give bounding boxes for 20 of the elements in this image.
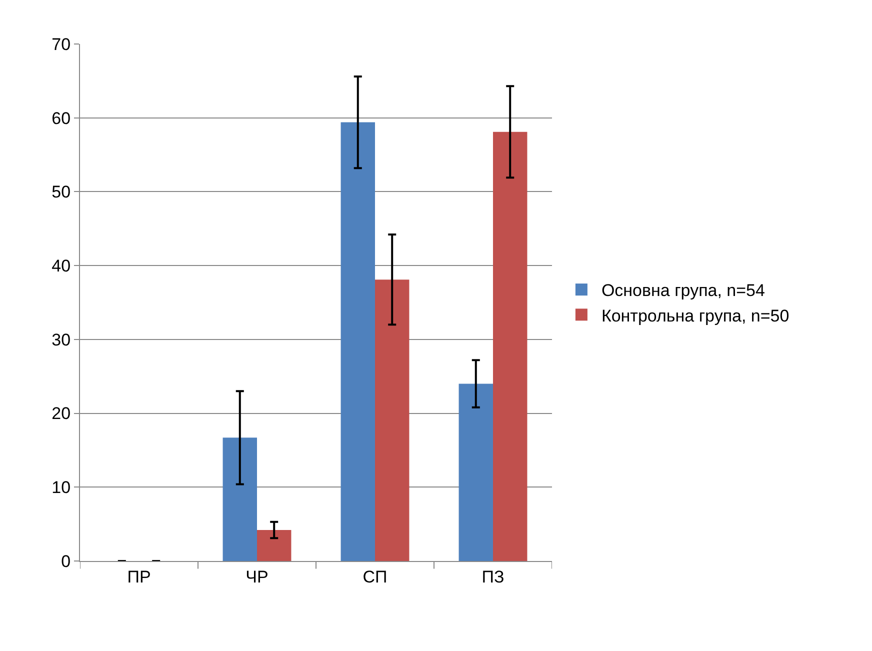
legend-label: Контрольна група, n=50 (601, 306, 790, 326)
y-tick-label: 20 (52, 404, 71, 424)
bar (340, 122, 375, 561)
y-tick-label: 70 (52, 34, 71, 54)
y-tick-label: 10 (52, 478, 71, 498)
bar (222, 438, 257, 561)
x-tick-label: ЧР (246, 567, 268, 586)
y-tick-label: 30 (52, 330, 71, 350)
legend-label: Основна група, n=54 (601, 281, 765, 300)
bar (257, 530, 292, 561)
x-tick-label: СП (362, 567, 388, 586)
y-tick-label: 50 (52, 182, 71, 202)
x-tick-label: ПР (127, 567, 151, 586)
bar (375, 280, 410, 561)
x-tick-label: ПЗ (482, 567, 504, 586)
bar (493, 132, 528, 561)
y-tick-label: 0 (61, 552, 71, 571)
y-tick-label: 60 (52, 108, 71, 128)
bar (458, 384, 493, 561)
y-tick-label: 40 (52, 256, 71, 276)
